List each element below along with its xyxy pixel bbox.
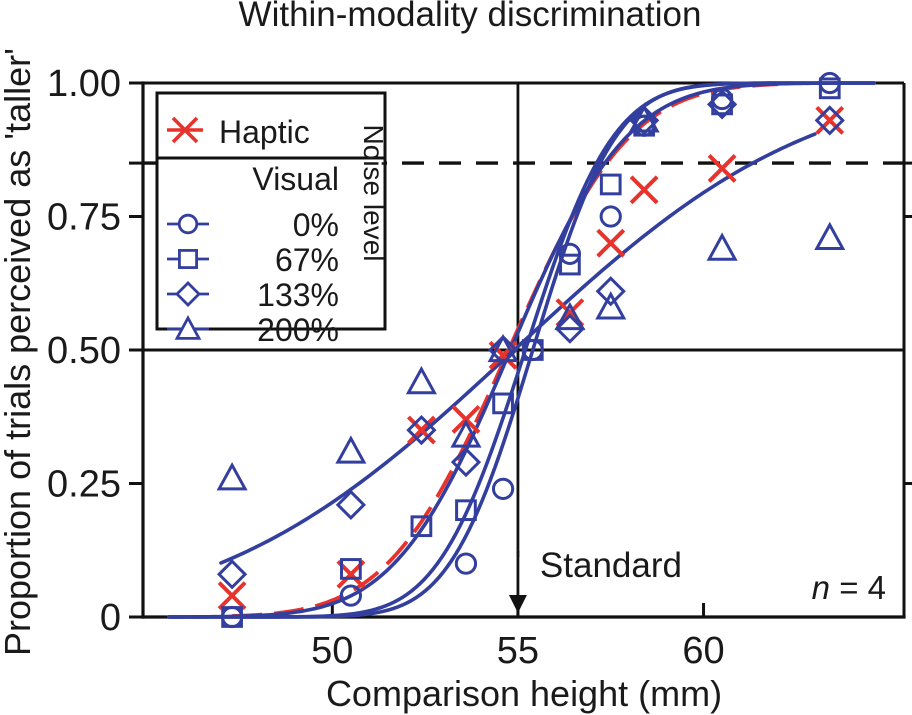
data-point-visual-200 xyxy=(450,419,482,448)
data-series-visual-200 xyxy=(216,104,846,491)
data-point-visual-0 xyxy=(454,552,478,575)
data-point-visual-200 xyxy=(405,365,437,395)
legend-item-visual-0pct[interactable]: 0% xyxy=(167,207,339,243)
data-point-haptic xyxy=(707,154,737,183)
x-axis-title: Comparison height (mm) xyxy=(326,673,722,714)
data-point-visual-67 xyxy=(818,77,841,100)
data-point-visual-133 xyxy=(814,105,845,136)
data-point-visual-133 xyxy=(450,447,482,478)
cross-stroke xyxy=(407,415,436,445)
cross-stroke xyxy=(707,154,737,183)
data-point-visual-67 xyxy=(410,515,433,538)
legend-label-visual: 133% xyxy=(257,277,339,313)
diamond-icon xyxy=(175,281,201,307)
data-point-haptic xyxy=(407,415,436,445)
annotation-layer: Standard n = 4 xyxy=(508,546,886,613)
data-point-visual-67 xyxy=(492,392,514,415)
data-point-visual-133 xyxy=(554,313,586,344)
legend-noise-level-label: Noise level xyxy=(358,125,389,262)
y-tick-label: 1.00 xyxy=(47,63,121,105)
data-point-visual-0 xyxy=(339,584,363,607)
square-icon xyxy=(178,249,198,269)
data-point-visual-0 xyxy=(599,205,622,228)
data-point-visual-200 xyxy=(595,291,627,320)
data-point-visual-133 xyxy=(335,489,367,520)
data-point-visual-200 xyxy=(554,301,586,331)
data-series-visual-67 xyxy=(221,77,841,628)
data-series-visual-133 xyxy=(216,89,845,590)
data-point-visual-133 xyxy=(595,276,626,307)
data-point-visual-67 xyxy=(599,173,622,196)
data-point-haptic xyxy=(217,581,247,611)
legend-label-visual: 0% xyxy=(293,207,339,243)
y-axis-title: Proportion of trials perceived as 'talle… xyxy=(0,48,38,656)
data-point-visual-200 xyxy=(335,435,367,464)
cross-stroke xyxy=(629,175,659,205)
data-point-visual-133 xyxy=(216,559,248,590)
data-point-visual-67 xyxy=(711,93,733,116)
data-point-visual-0 xyxy=(491,477,515,500)
sample-size-label: n = 4 xyxy=(812,569,886,606)
standard-annotation-label: Standard xyxy=(540,546,682,585)
data-point-visual-200 xyxy=(628,104,660,133)
chart-legend[interactable]: Haptic Visual Noise level 0%67%133%200% xyxy=(155,91,389,348)
x-tick-label: 60 xyxy=(682,630,724,672)
y-tick-label: 0.25 xyxy=(47,464,121,506)
data-series-haptic xyxy=(217,105,845,611)
chart-title: Within-modality discrimination xyxy=(239,0,702,34)
data-point-visual-133 xyxy=(406,414,437,446)
legend-item-haptic[interactable]: Haptic xyxy=(167,114,310,150)
data-point-visual-133 xyxy=(706,89,738,120)
fit-curve-visual-133 xyxy=(167,81,877,619)
data-point-visual-200 xyxy=(706,232,738,261)
cross-stroke xyxy=(596,228,626,258)
standard-arrow-head xyxy=(508,595,527,613)
fit-curve-visual-200 xyxy=(219,132,817,565)
legend-label-visual: 67% xyxy=(275,242,339,278)
data-point-visual-67 xyxy=(559,253,581,276)
legend-label-visual: 200% xyxy=(257,312,339,348)
legend-item-visual-200pct[interactable]: 200% xyxy=(167,312,339,348)
data-point-visual-133 xyxy=(629,105,660,136)
legend-item-visual-133pct[interactable]: 133% xyxy=(167,277,339,313)
y-tick-label: 0.75 xyxy=(47,197,121,239)
data-point-visual-200 xyxy=(216,462,248,491)
data-point-visual-67 xyxy=(340,558,362,580)
data-point-haptic xyxy=(815,105,845,135)
cross-stroke xyxy=(815,105,845,135)
data-point-haptic xyxy=(629,175,659,205)
data-point-visual-133 xyxy=(487,334,519,366)
data-point-visual-200 xyxy=(487,333,519,363)
triangle-icon xyxy=(174,315,202,340)
cross-stroke xyxy=(217,581,247,611)
legend-label-haptic: Haptic xyxy=(219,114,310,150)
y-tick-label: 0.50 xyxy=(47,330,121,372)
data-point-visual-67 xyxy=(521,339,544,361)
legend-item-visual-67pct[interactable]: 67% xyxy=(167,242,339,278)
data-point-haptic xyxy=(596,228,626,258)
x-tick-label: 55 xyxy=(497,630,539,672)
data-point-visual-67 xyxy=(221,606,243,628)
legend-header-visual: Visual xyxy=(252,161,339,197)
circle-icon xyxy=(177,213,199,235)
y-tick-label: 0 xyxy=(100,597,121,639)
data-point-visual-200 xyxy=(814,221,846,251)
x-tick-label: 50 xyxy=(311,630,353,672)
data-point-visual-67 xyxy=(455,499,477,522)
